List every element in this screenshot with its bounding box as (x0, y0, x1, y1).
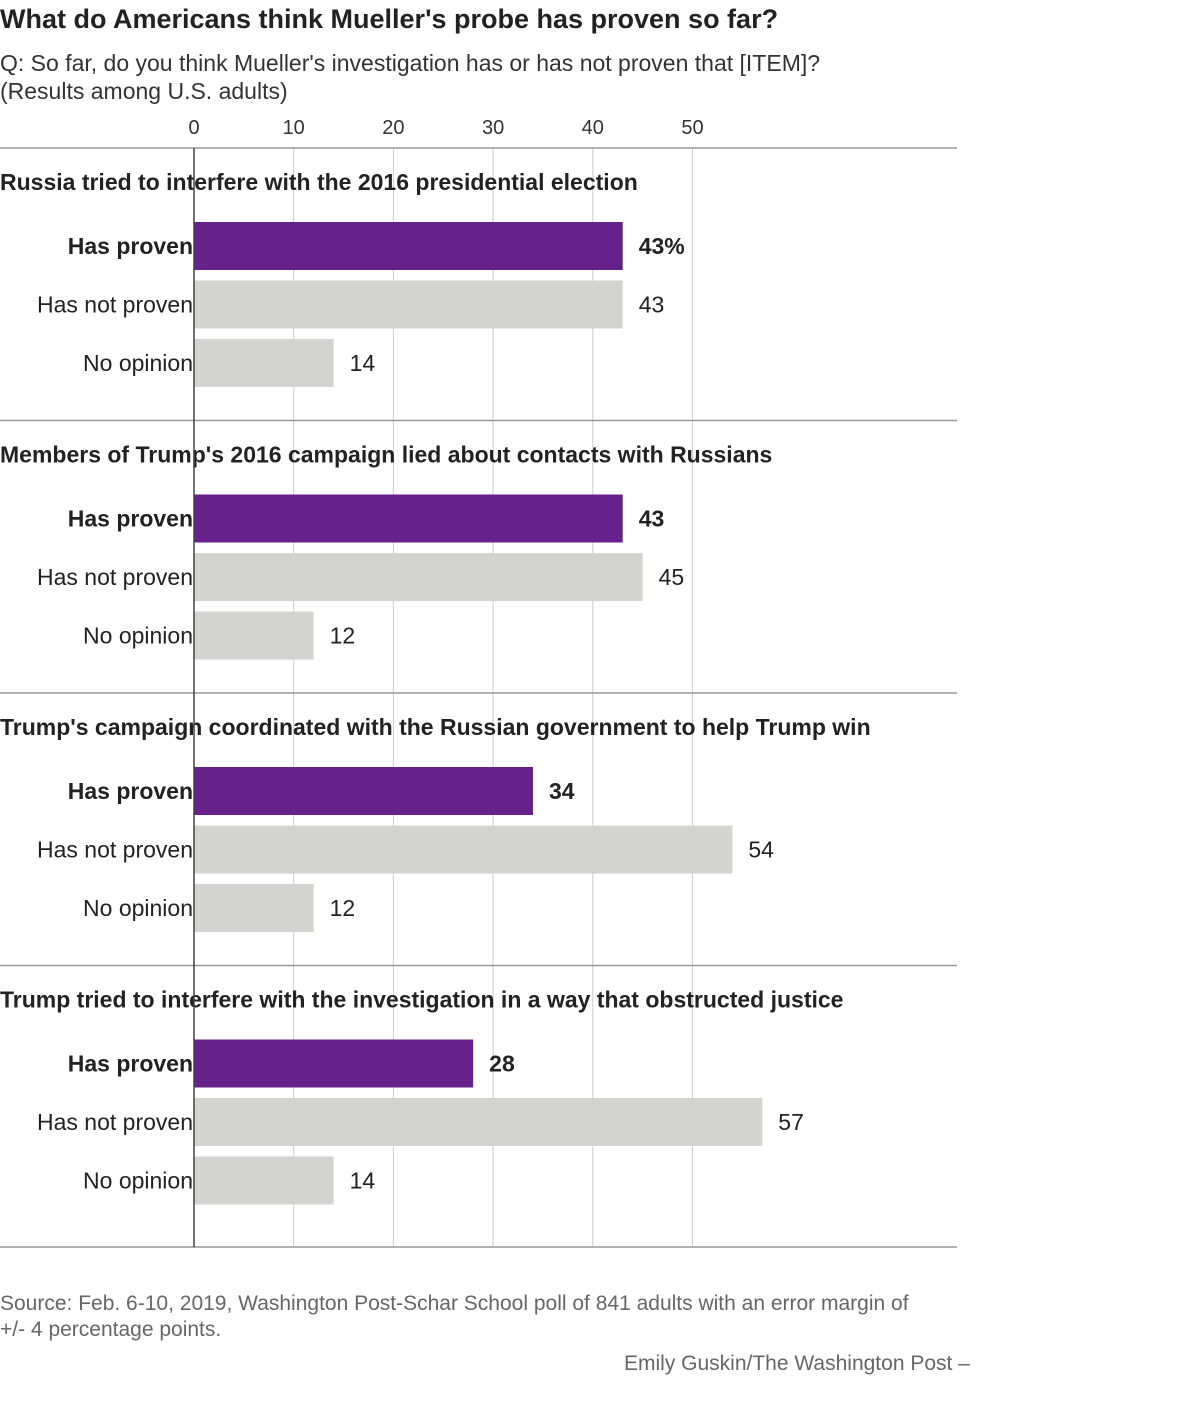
value-label: 43 (639, 292, 665, 318)
x-tick-label-20: 20 (382, 117, 404, 139)
bar-has-proven (194, 494, 623, 543)
category-label: Has not proven (37, 837, 193, 863)
x-tick-label-0: 0 (188, 117, 199, 139)
chart-subtitle-population: (Results among U.S. adults) (0, 78, 288, 104)
category-label: Has not proven (37, 292, 193, 318)
panel-3: Trump's campaign coordinated with the Ru… (0, 692, 957, 932)
bar-has-not-proven (194, 280, 623, 329)
category-label: Has proven (68, 778, 193, 804)
bar-no-opinion (194, 339, 334, 387)
bar-has-proven (194, 1039, 474, 1088)
value-label: 43 (639, 506, 665, 532)
panel-title: Russia tried to interfere with the 2016 … (0, 169, 638, 195)
chart-subtitle-question: Q: So far, do you think Mueller's invest… (0, 50, 821, 76)
value-label: 34 (549, 778, 575, 804)
x-tick-label-10: 10 (283, 117, 305, 139)
bar-has-proven (194, 767, 533, 815)
value-label: 14 (350, 350, 376, 376)
source-note-line1: Source: Feb. 6-10, 2019, Washington Post… (0, 1292, 909, 1315)
value-label: 12 (330, 623, 356, 649)
category-label: Has not proven (37, 564, 193, 590)
panel-title: Trump's campaign coordinated with the Ru… (0, 714, 871, 740)
bar-has-not-proven (194, 553, 643, 601)
category-label: No opinion (83, 350, 193, 376)
value-label: 28 (489, 1051, 515, 1077)
category-label: Has proven (68, 506, 193, 532)
panel-4: Trump tried to interfere with the invest… (0, 964, 957, 1205)
category-label: No opinion (83, 895, 193, 921)
x-tick-label-40: 40 (582, 117, 604, 139)
bar-has-proven (194, 222, 623, 270)
value-label: 14 (350, 1168, 376, 1194)
category-label: Has not proven (37, 1109, 193, 1135)
category-label: No opinion (83, 623, 193, 649)
bar-no-opinion (194, 611, 314, 660)
value-label: 45 (659, 564, 685, 590)
bar-has-not-proven (194, 825, 733, 874)
chart-title: What do Americans think Mueller's probe … (0, 4, 779, 34)
value-label: 43% (639, 233, 685, 259)
x-axis-tick-labels: 0 10 20 30 40 50 (188, 117, 703, 139)
value-label: 54 (748, 837, 774, 863)
source-note-line2: +/- 4 percentage points. (0, 1318, 222, 1341)
bar-has-not-proven (194, 1098, 763, 1146)
panel-title: Trump tried to interfere with the invest… (0, 987, 843, 1013)
panel-2: Members of Trump's 2016 campaign lied ab… (0, 419, 957, 660)
bar-chart: 0 10 20 30 40 50 Russia tried to interfere wit… (0, 117, 957, 1248)
category-label: Has proven (68, 233, 193, 259)
bar-no-opinion (194, 1156, 334, 1205)
x-tick-label-50: 50 (681, 117, 703, 139)
panel-1: Russia tried to interfere with the 2016 … (0, 147, 957, 387)
x-tick-label-30: 30 (482, 117, 504, 139)
category-label: No opinion (83, 1168, 193, 1194)
panel-title: Members of Trump's 2016 campaign lied ab… (0, 442, 772, 468)
category-label: Has proven (68, 1051, 193, 1077)
bar-no-opinion (194, 884, 314, 932)
credit-line: Emily Guskin/The Washington Post – (624, 1352, 970, 1375)
value-label: 12 (330, 895, 356, 921)
value-label: 57 (778, 1109, 804, 1135)
